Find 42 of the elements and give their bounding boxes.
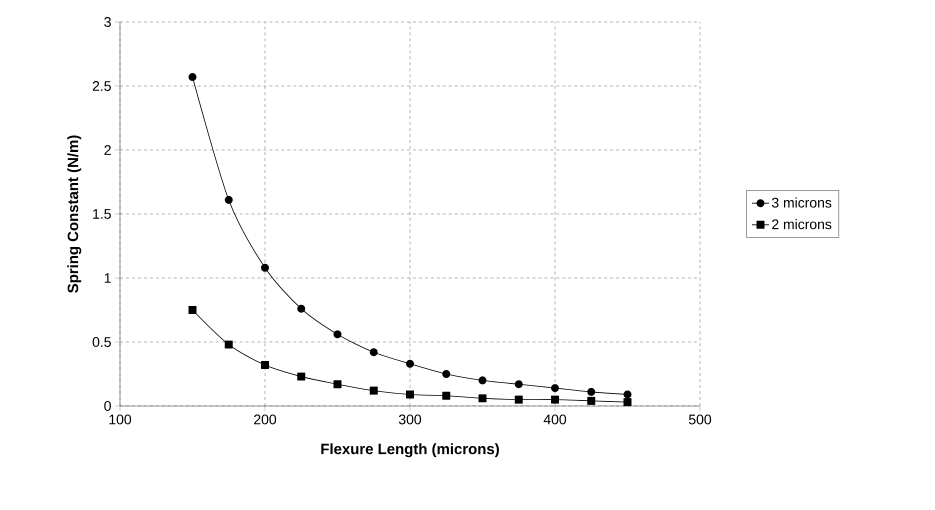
point bbox=[370, 348, 378, 356]
y-tick-label: 3 bbox=[104, 17, 111, 27]
point bbox=[514, 396, 523, 404]
point bbox=[587, 396, 596, 405]
y-tick-label: 1.5 bbox=[93, 209, 111, 219]
point bbox=[551, 384, 559, 392]
point bbox=[224, 196, 233, 204]
point bbox=[624, 398, 632, 406]
point bbox=[406, 360, 414, 368]
point bbox=[551, 396, 559, 404]
point bbox=[334, 380, 342, 388]
point bbox=[624, 390, 632, 398]
point bbox=[297, 372, 306, 381]
point bbox=[188, 306, 196, 314]
x-tick-label: 300 bbox=[398, 414, 422, 424]
point bbox=[224, 340, 233, 349]
point bbox=[478, 394, 486, 402]
y-tick-label: 2 bbox=[104, 145, 111, 155]
x-tick-label: 500 bbox=[688, 414, 712, 424]
point bbox=[297, 304, 306, 313]
y-tick-label: 1 bbox=[104, 273, 111, 283]
point bbox=[478, 376, 486, 384]
point bbox=[587, 388, 596, 396]
point bbox=[406, 390, 414, 398]
point bbox=[370, 386, 378, 395]
x-tick-label: 100 bbox=[109, 414, 132, 424]
y-tick-label: 2.5 bbox=[92, 81, 111, 91]
y-tick-label: 0 bbox=[104, 401, 111, 411]
x-axis-title: Flexure Length (microns) bbox=[321, 443, 499, 458]
x-tick-label: 400 bbox=[544, 414, 566, 424]
point bbox=[261, 264, 269, 272]
legend-label: 3 microns bbox=[772, 197, 832, 208]
y-tick-label: 0.5 bbox=[92, 337, 111, 347]
point bbox=[188, 73, 196, 82]
x-tick-label: 200 bbox=[254, 414, 276, 424]
point bbox=[261, 361, 269, 370]
point bbox=[334, 330, 342, 338]
legend-label: 2 microns bbox=[772, 218, 832, 230]
point bbox=[514, 380, 523, 388]
y-axis-title: Spring Constant (N/m) bbox=[67, 135, 82, 293]
point bbox=[442, 392, 450, 400]
point bbox=[442, 370, 450, 378]
